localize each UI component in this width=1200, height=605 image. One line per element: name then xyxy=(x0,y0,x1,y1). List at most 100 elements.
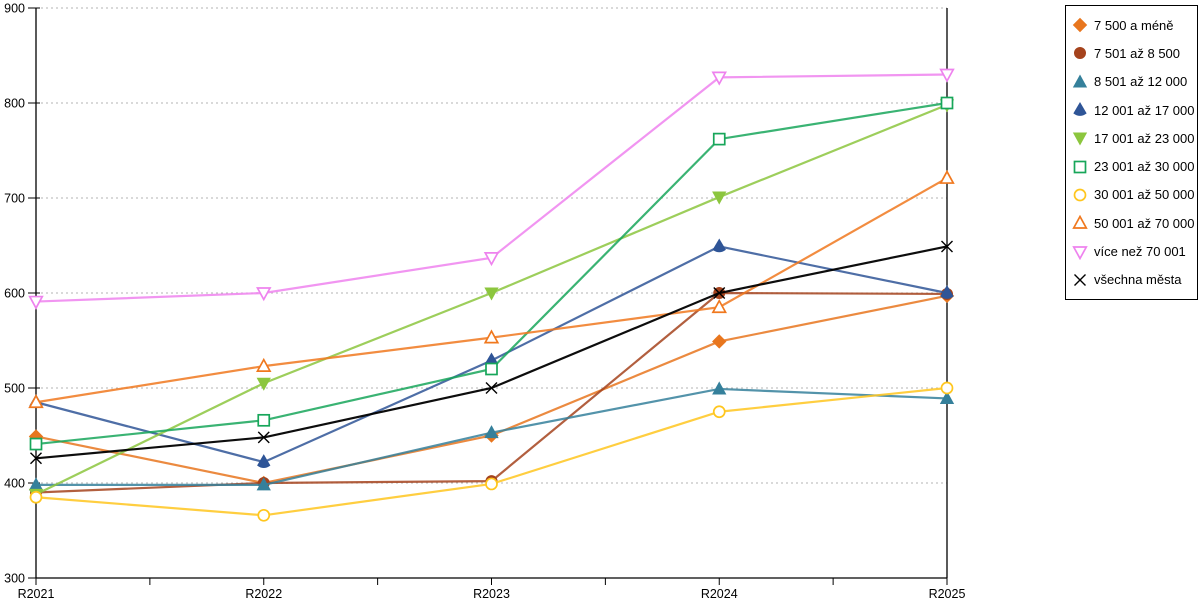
legend-item: 50 001 až 70 000 xyxy=(1072,210,1195,237)
legend-item: všechna města xyxy=(1072,266,1191,293)
circle-marker xyxy=(940,381,954,395)
triangle-down-marker xyxy=(256,377,271,391)
triangle-marker xyxy=(1072,215,1088,230)
triangle-marker xyxy=(256,357,272,372)
triangle-marker xyxy=(483,329,500,344)
x-marker xyxy=(30,452,42,465)
triangle-down-marker xyxy=(28,295,44,310)
x-axis-tick-label: R2022 xyxy=(245,587,282,600)
legend-item-label: 17 001 až 23 000 xyxy=(1094,130,1195,146)
x-axis-tick-label: R2021 xyxy=(18,587,55,600)
triangle-down-marker xyxy=(483,252,500,267)
house-marker xyxy=(712,238,726,253)
legend-item-label: 8 501 až 12 000 xyxy=(1094,74,1188,90)
triangle-marker xyxy=(1072,74,1088,88)
y-axis-tick-label: 400 xyxy=(4,477,25,491)
diamond-legend-icon xyxy=(1072,17,1088,33)
circle-marker xyxy=(1073,188,1087,202)
legend-item-label: 7 501 až 8 500 xyxy=(1094,45,1181,61)
triangle-legend-icon xyxy=(1072,74,1088,88)
legend-item: více než 70 001 xyxy=(1072,238,1191,265)
triangle-marker xyxy=(712,381,727,395)
y-axis-tick-label: 600 xyxy=(4,287,25,301)
legend-item-label: všechna města xyxy=(1094,272,1182,288)
legend-item-label: 7 500 a méně xyxy=(1094,17,1174,33)
series-6 xyxy=(29,381,954,522)
legend-item: 7 501 až 8 500 xyxy=(1072,40,1191,67)
legend-item: 30 001 až 50 000 xyxy=(1072,181,1195,208)
x-axis-tick-label: R2023 xyxy=(473,587,510,600)
house-marker xyxy=(940,285,954,299)
x-marker xyxy=(1074,273,1086,286)
square-marker xyxy=(485,362,498,376)
series-line xyxy=(35,386,948,517)
triangle-down-legend-icon xyxy=(1072,132,1088,146)
square-legend-icon xyxy=(1073,160,1087,173)
legend-item: 12 001 až 17 000 xyxy=(1072,97,1195,124)
triangle-marker xyxy=(711,298,727,314)
square-marker xyxy=(712,132,726,146)
circle-marker xyxy=(1074,47,1086,60)
triangle-marker xyxy=(939,169,955,184)
diamond-marker xyxy=(712,334,727,349)
series-5 xyxy=(29,96,954,451)
y-axis-tick-label: 300 xyxy=(4,572,25,586)
circle-legend-icon xyxy=(1074,47,1086,60)
triangle-marker xyxy=(28,393,44,409)
triangle-marker xyxy=(256,477,271,491)
y-axis-tick-label: 900 xyxy=(4,2,25,16)
triangle-marker xyxy=(939,390,955,404)
series-8 xyxy=(28,68,955,310)
square-marker xyxy=(940,96,954,110)
legend-item-label: více než 70 001 xyxy=(1094,244,1186,260)
triangle-marker xyxy=(484,425,499,439)
legend-item-label: 12 001 až 17 000 xyxy=(1094,102,1195,118)
triangle-down-marker xyxy=(712,191,727,205)
series-line xyxy=(35,73,948,303)
legend-item-label: 23 001 až 30 000 xyxy=(1094,159,1195,175)
square-marker xyxy=(1073,160,1087,173)
square-marker xyxy=(29,437,43,451)
circle-marker xyxy=(29,490,43,504)
series-0 xyxy=(28,288,955,491)
x-marker xyxy=(257,431,270,444)
diamond-marker xyxy=(1072,17,1088,33)
triangle-down-marker xyxy=(1072,245,1088,260)
legend-item: 23 001 až 30 000 xyxy=(1072,153,1195,180)
triangle-legend-icon xyxy=(1072,215,1088,230)
house-marker xyxy=(1073,102,1087,116)
triangle-down-legend-icon xyxy=(1072,245,1088,260)
triangle-down-marker xyxy=(256,287,272,302)
x-axis-tick-label: R2024 xyxy=(701,587,738,600)
x-axis-tick-label: R2025 xyxy=(929,587,966,600)
series-2 xyxy=(28,381,955,491)
series-line xyxy=(35,294,948,485)
legend-item: 8 501 až 12 000 xyxy=(1072,68,1191,95)
square-marker xyxy=(257,413,271,427)
triangle-down-marker xyxy=(1072,132,1088,146)
triangle-down-marker xyxy=(711,71,727,86)
legend-item-label: 50 001 až 70 000 xyxy=(1094,215,1195,231)
circle-marker xyxy=(712,405,726,419)
y-axis-tick-label: 500 xyxy=(4,382,25,396)
triangle-down-marker xyxy=(484,287,499,301)
x-legend-icon xyxy=(1074,273,1086,286)
circle-legend-icon xyxy=(1073,188,1087,202)
legend-item-label: 30 001 až 50 000 xyxy=(1094,187,1195,203)
series-9 xyxy=(30,240,953,465)
triangle-down-marker xyxy=(939,68,955,83)
house-marker xyxy=(257,454,271,468)
circle-marker xyxy=(485,477,498,491)
x-marker xyxy=(941,240,953,253)
x-marker xyxy=(713,287,726,299)
legend: 7 500 a méně 7 501 až 8 500 8 501 až 12 00… xyxy=(1065,5,1198,300)
y-axis-tick-label: 700 xyxy=(4,192,25,206)
circle-marker xyxy=(257,508,271,522)
series-7 xyxy=(28,169,955,409)
house-legend-icon xyxy=(1073,102,1087,116)
legend-item: 17 001 až 23 000 xyxy=(1072,125,1195,152)
y-axis-tick-label: 800 xyxy=(4,97,25,111)
legend-item: 7 500 a méně xyxy=(1072,12,1191,39)
